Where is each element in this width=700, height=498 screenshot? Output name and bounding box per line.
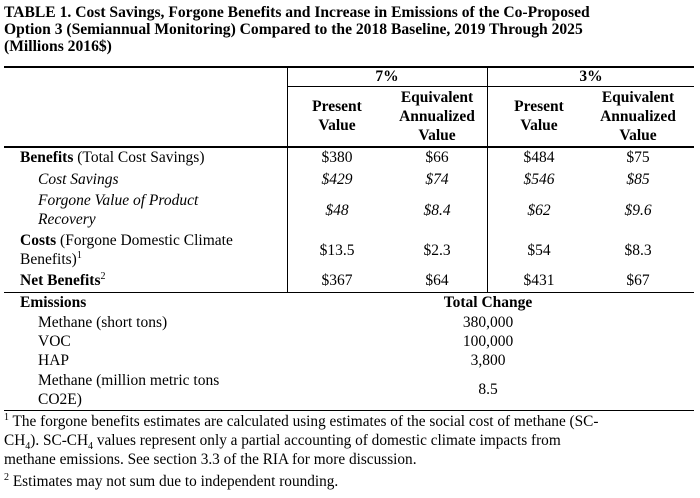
header-pv-3-l2: Value xyxy=(520,117,558,134)
row-label-cost-savings: Cost Savings xyxy=(38,171,119,188)
rule-group-header xyxy=(287,86,694,87)
table-cell: $8.4 xyxy=(423,202,451,219)
table-cell: $67 xyxy=(626,272,650,289)
header-eav-7-l3: Value xyxy=(418,127,456,144)
table-cell: $484 xyxy=(523,149,555,166)
header-pv-7-l2: Value xyxy=(318,117,356,134)
divider-groups xyxy=(487,67,488,293)
header-pv-7-l1: Present xyxy=(312,98,362,115)
emission-value-methane-mmt: 8.5 xyxy=(478,381,498,398)
rule-header-bottom xyxy=(4,146,694,148)
header-eav-3-l3: Value xyxy=(619,127,657,144)
table-cell: $62 xyxy=(527,202,551,219)
rule-top xyxy=(4,66,694,68)
emission-label-hap: HAP xyxy=(38,352,70,369)
row-label-benefits: Benefits (Total Cost Savings) xyxy=(20,149,205,166)
table-cell: $546 xyxy=(523,171,555,188)
emission-value-methane-tons: 380,000 xyxy=(462,314,514,331)
table-cell: $85 xyxy=(626,171,650,188)
table-cell: $54 xyxy=(527,242,551,259)
table-cell: $64 xyxy=(425,272,449,289)
emission-label-methane-mmt-l2: CO2E) xyxy=(38,391,82,408)
table-cell: $66 xyxy=(425,149,449,166)
row-label-costs-l1: Costs (Forgone Domestic Climate xyxy=(20,232,233,249)
row-label-net-benefits: Net Benefits2 xyxy=(20,270,106,289)
table-cell: $48 xyxy=(325,202,349,219)
table-cell: $13.5 xyxy=(319,242,355,259)
emission-value-hap: 3,800 xyxy=(470,352,506,369)
footnote-2: 2 Estimates may not sum due to independe… xyxy=(4,471,339,490)
header-pv-3-l1: Present xyxy=(514,98,564,115)
total-change-heading: Total Change xyxy=(443,294,533,311)
header-3pct: 3% xyxy=(579,68,603,85)
table-cell: $431 xyxy=(523,272,555,289)
row-label-forgone-l1: Forgone Value of Product xyxy=(38,192,199,209)
row-label-costs-l2: Benefits)1 xyxy=(20,249,82,268)
table-cell: $2.3 xyxy=(423,242,451,259)
header-eav-7-l2: Annualized xyxy=(399,108,475,125)
emission-label-methane-mmt-l1: Methane (million metric tons xyxy=(38,372,220,389)
emission-label-voc: VOC xyxy=(38,333,71,350)
emissions-heading: Emissions xyxy=(20,294,87,311)
divider-label-col xyxy=(287,67,288,293)
table-cell: $9.6 xyxy=(624,202,652,219)
header-7pct: 7% xyxy=(375,68,399,85)
rule-footnotes xyxy=(4,410,694,411)
table-cell: $380 xyxy=(321,149,353,166)
emission-value-voc: 100,000 xyxy=(462,333,514,350)
footnote-1: 1 The forgone benefits estimates are cal… xyxy=(4,411,599,468)
header-eav-3-l1: Equivalent xyxy=(601,89,675,106)
rule-emissions xyxy=(4,292,694,293)
table-cell: $367 xyxy=(321,272,353,289)
row-label-forgone-l2: Recovery xyxy=(38,211,96,228)
table-cell: $429 xyxy=(321,171,353,188)
table-cell: $75 xyxy=(626,149,650,166)
emission-label-methane-tons: Methane (short tons) xyxy=(38,314,168,331)
header-eav-3-l2: Annualized xyxy=(600,108,676,125)
header-eav-7-l1: Equivalent xyxy=(400,89,474,106)
table-cell: $74 xyxy=(425,171,449,188)
table-title: TABLE 1. Cost Savings, Forgone Benefits … xyxy=(4,4,694,55)
title-line-3: (Millions 2016$) xyxy=(4,38,112,55)
title-line-1: TABLE 1. Cost Savings, Forgone Benefits … xyxy=(4,4,590,21)
table-cell: $8.3 xyxy=(624,242,652,259)
title-line-2: Option 3 (Semiannual Monitoring) Compare… xyxy=(4,21,583,38)
